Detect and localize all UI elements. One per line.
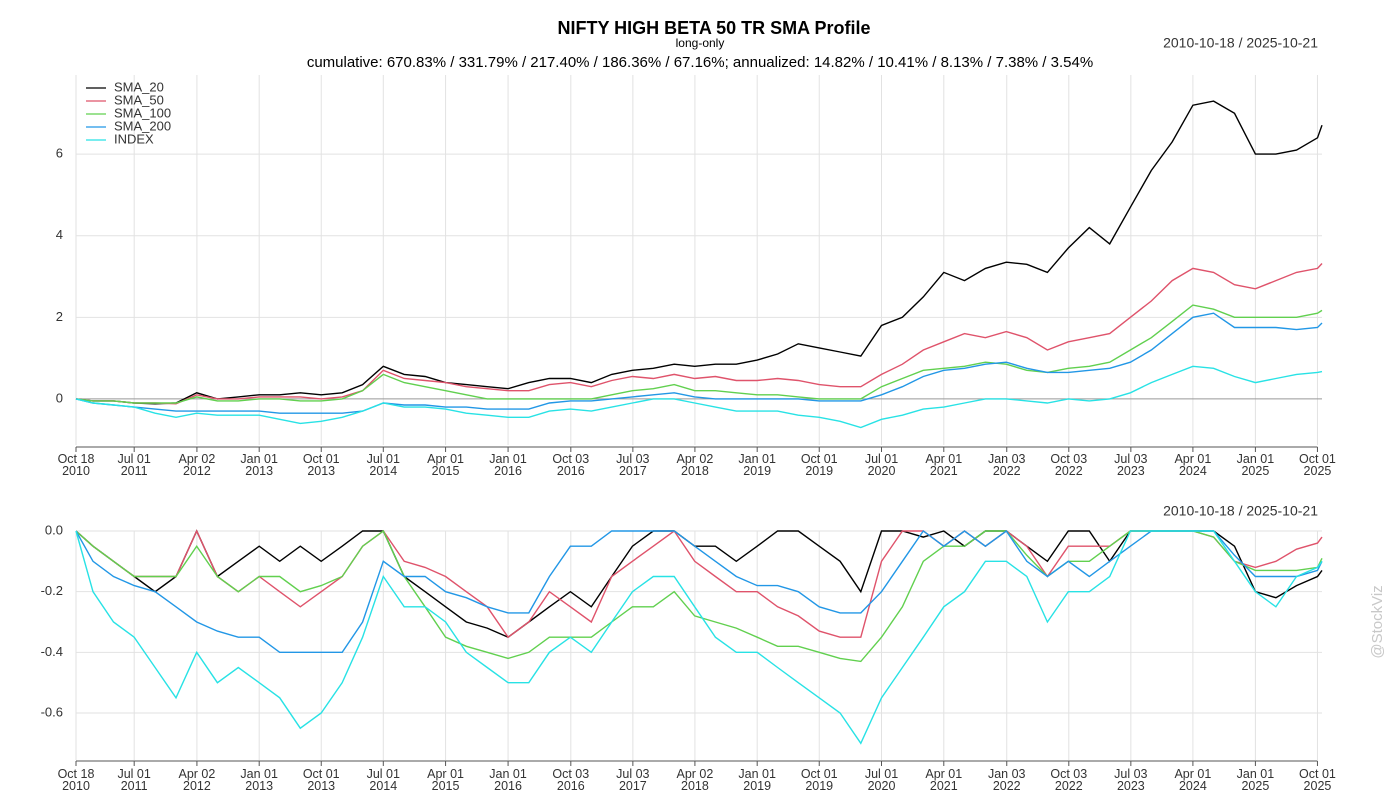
x-tick-label: Jul 01 2011 (117, 767, 151, 793)
x-tick-label: Oct 01 2019 (800, 767, 838, 793)
x-tick-label: Apr 02 2018 (676, 767, 714, 793)
annotation: cumulative: 670.83% / 331.79% / 217.40% … (307, 54, 1093, 71)
x-tick-label: Oct 01 2013 (302, 452, 340, 478)
y-tick-label: 6 (56, 146, 63, 161)
series-line (75, 529, 1323, 663)
x-tick-label: Oct 03 2022 (1050, 767, 1088, 793)
x-tick-label: Oct 01 2013 (302, 767, 340, 793)
chart-title: NIFTY HIGH BETA 50 TR SMA Profile (557, 18, 870, 38)
legend-label: SMA_20 (114, 79, 164, 94)
x-tick-label: Jul 01 2014 (366, 767, 400, 793)
x-tick-label: Jan 01 2019 (738, 767, 776, 793)
x-tick-label: Oct 03 2016 (552, 767, 590, 793)
x-tick-label: Jul 03 2023 (1114, 767, 1148, 793)
x-tick-label: Oct 03 2016 (552, 452, 590, 478)
x-tick-label: Oct 01 2025 (1299, 767, 1336, 793)
x-tick-label: Jul 01 2011 (117, 452, 151, 478)
x-tick-label: Oct 18 2010 (57, 452, 95, 478)
y-tick-label: 2 (56, 309, 63, 324)
x-tick-label: Jan 01 2013 (240, 767, 278, 793)
series-line (75, 530, 1323, 745)
y-tick-label: 0.0 (45, 522, 63, 537)
x-tick-label: Jan 01 2019 (738, 452, 776, 478)
series-line (75, 100, 1323, 405)
legend-label: SMA_50 (114, 92, 164, 107)
x-tick-label: Jan 03 2022 (987, 767, 1026, 793)
y-tick-label: 4 (56, 227, 63, 242)
watermark: @StockViz (1369, 585, 1386, 658)
y-tick-label: 0 (56, 390, 63, 405)
series-line (75, 529, 1323, 639)
x-tick-label: Apr 02 2012 (178, 767, 216, 793)
x-tick-label: Jul 01 2020 (864, 452, 899, 478)
x-tick-label: Oct 03 2022 (1050, 452, 1088, 478)
legend-label: SMA_200 (114, 118, 171, 133)
x-tick-label: Jul 01 2014 (366, 452, 400, 478)
series-line (75, 530, 1323, 653)
x-tick-label: Apr 01 2024 (1174, 767, 1212, 793)
legend-label: INDEX (114, 131, 154, 146)
series-line (75, 263, 1323, 405)
chart-subtitle: long-only (676, 36, 725, 50)
x-tick-label: Jan 01 2025 (1236, 452, 1275, 478)
series-line (75, 312, 1323, 414)
y-tick-label: -0.4 (41, 644, 63, 659)
x-tick-label: Apr 01 2021 (925, 452, 963, 478)
x-tick-label: Jan 01 2025 (1236, 767, 1275, 793)
x-tick-label: Oct 18 2010 (57, 767, 95, 793)
x-tick-label: Jan 01 2013 (240, 452, 278, 478)
x-tick-label: Apr 01 2015 (427, 767, 464, 793)
y-tick-label: -0.2 (41, 583, 63, 598)
series-line (75, 304, 1323, 404)
x-tick-label: Apr 02 2012 (178, 452, 216, 478)
x-tick-label: Apr 01 2015 (427, 452, 464, 478)
y-tick-label: -0.6 (41, 704, 63, 719)
x-tick-label: Oct 01 2019 (800, 452, 838, 478)
x-tick-label: Apr 01 2024 (1174, 452, 1212, 478)
x-tick-label: Apr 01 2021 (925, 767, 963, 793)
date-range: 2010-10-18 / 2025-10-21 (1163, 503, 1318, 519)
x-tick-label: Jul 03 2017 (616, 452, 650, 478)
x-tick-label: Apr 02 2018 (676, 452, 714, 478)
x-tick-label: Jan 03 2022 (987, 452, 1026, 478)
x-tick-label: Jul 03 2023 (1114, 452, 1148, 478)
legend-label: SMA_100 (114, 105, 171, 120)
series-line (75, 365, 1323, 429)
x-tick-label: Jul 03 2017 (616, 767, 650, 793)
x-tick-label: Oct 01 2025 (1299, 452, 1336, 478)
x-tick-label: Jan 01 2016 (489, 452, 527, 478)
x-tick-label: Jan 01 2016 (489, 767, 527, 793)
date-range: 2010-10-18 / 2025-10-21 (1163, 35, 1318, 51)
x-tick-label: Jul 01 2020 (864, 767, 899, 793)
series-line (75, 529, 1323, 639)
